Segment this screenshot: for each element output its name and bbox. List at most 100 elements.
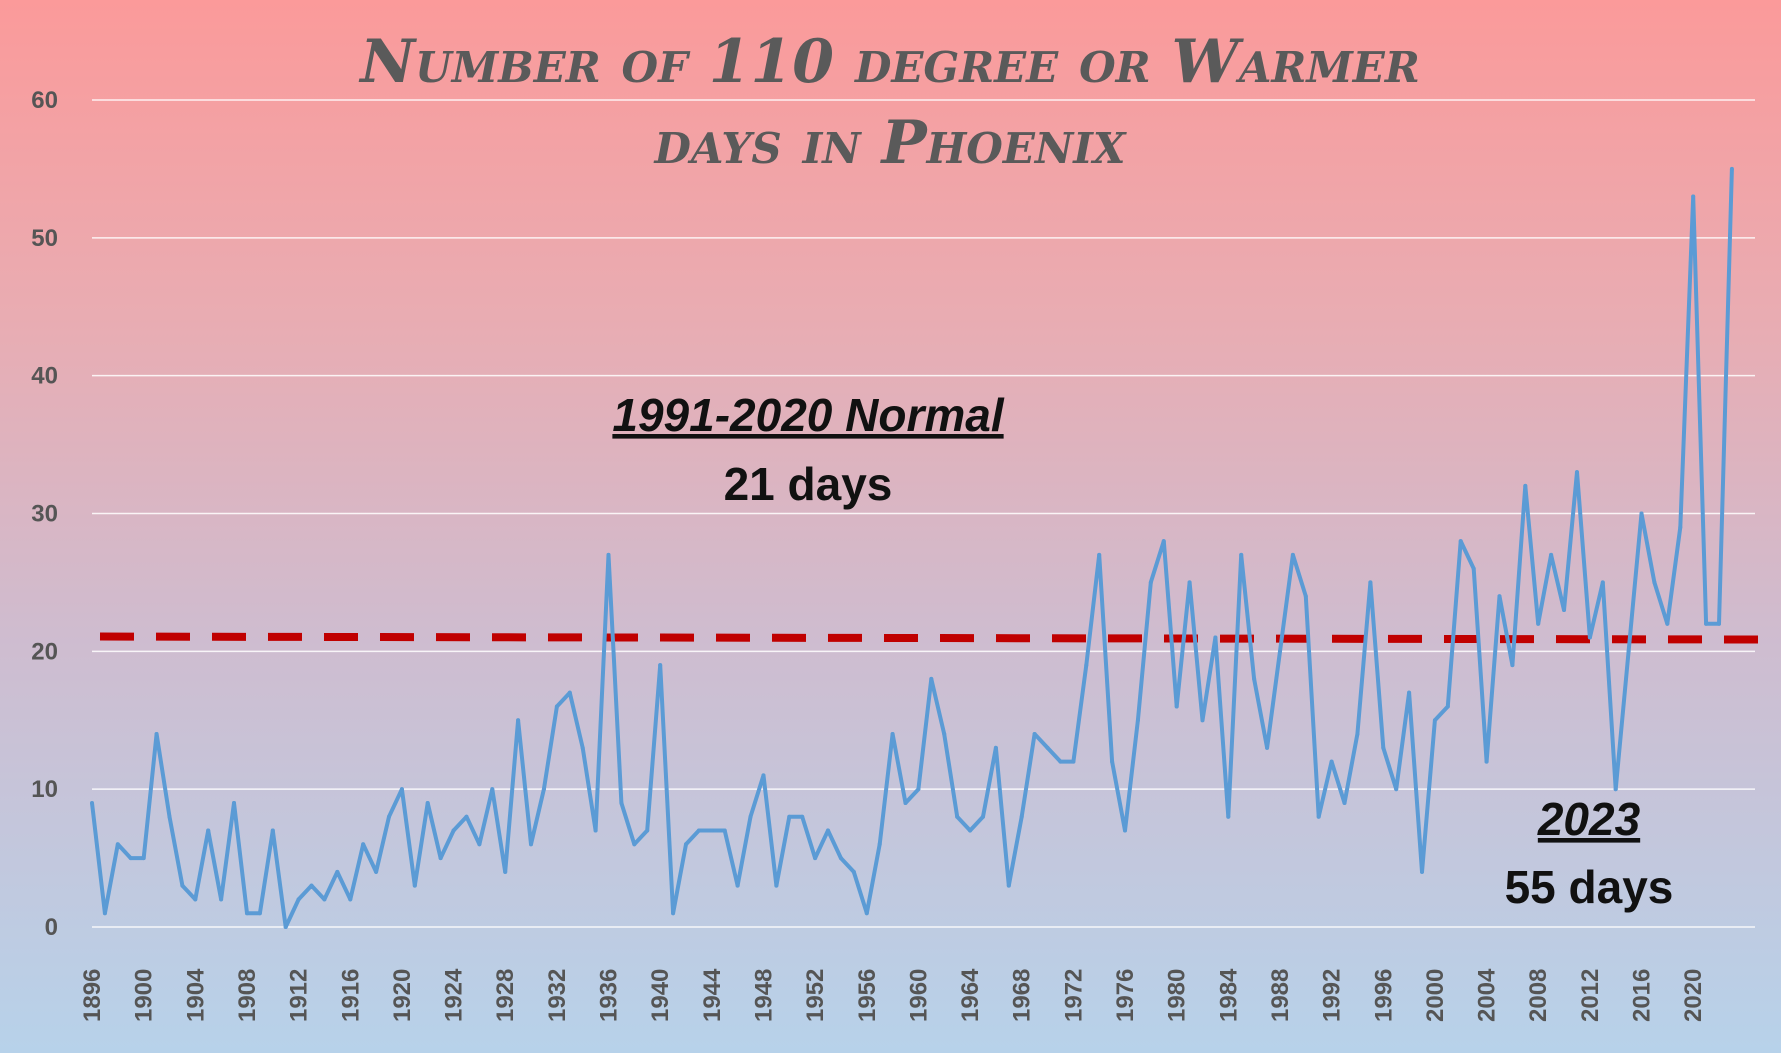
- data-point: [322, 897, 327, 902]
- data-point: [180, 883, 185, 888]
- x-tick-label: 1956: [854, 969, 881, 1022]
- x-tick-label: 1960: [905, 969, 932, 1022]
- data-point: [399, 787, 404, 792]
- data-point: [1252, 676, 1257, 681]
- x-tick-label: 2000: [1422, 969, 1449, 1022]
- x-tick-label: 1972: [1060, 969, 1087, 1022]
- data-point: [1355, 732, 1360, 737]
- data-point: [929, 676, 934, 681]
- data-point: [877, 842, 882, 847]
- data-point: [593, 828, 598, 833]
- data-point: [1510, 663, 1515, 668]
- data-point: [1135, 718, 1140, 723]
- data-point: [1226, 814, 1231, 819]
- data-point: [141, 856, 146, 861]
- data-point: [309, 883, 314, 888]
- x-tick-label: 1932: [544, 969, 571, 1022]
- recent-annotation-value: 55 days: [1505, 861, 1674, 913]
- reference-line-layer: [99, 632, 1769, 644]
- data-point: [1187, 580, 1192, 585]
- data-point: [838, 856, 843, 861]
- data-point: [683, 842, 688, 847]
- x-tick-label: 1936: [596, 969, 623, 1022]
- data-point: [1458, 539, 1463, 544]
- data-point: [826, 828, 831, 833]
- data-point: [167, 814, 172, 819]
- data-point: [1471, 566, 1476, 571]
- data-point: [296, 897, 301, 902]
- x-tick-label: 1948: [750, 969, 777, 1022]
- data-point: [154, 732, 159, 737]
- data-point: [128, 856, 133, 861]
- x-tick-label: 2016: [1629, 969, 1656, 1022]
- data-point: [348, 897, 353, 902]
- data-point: [1265, 745, 1270, 750]
- data-point: [374, 869, 379, 874]
- data-point: [1084, 663, 1089, 668]
- data-point: [645, 828, 650, 833]
- data-point: [1717, 621, 1721, 626]
- data-point: [851, 869, 856, 874]
- x-tick-label: 1896: [79, 969, 106, 1022]
- data-point: [1110, 759, 1115, 764]
- data-point: [503, 869, 508, 874]
- data-point: [1394, 787, 1399, 792]
- x-tick-label: 2004: [1474, 968, 1501, 1022]
- data-point: [1523, 483, 1528, 488]
- normal-reference-line: [99, 632, 1769, 644]
- data-point: [1019, 814, 1024, 819]
- data-point: [464, 814, 469, 819]
- data-point: [554, 704, 559, 709]
- data-point: [1691, 194, 1696, 199]
- x-tick-label: 1952: [802, 969, 829, 1022]
- data-point: [1420, 869, 1425, 874]
- y-tick-label: 20: [31, 638, 58, 665]
- data-point: [1071, 759, 1076, 764]
- data-point: [1303, 594, 1308, 599]
- data-point: [722, 828, 727, 833]
- data-point: [244, 911, 249, 916]
- data-point: [1652, 580, 1657, 585]
- data-point: [490, 787, 495, 792]
- data-point: [1613, 787, 1618, 792]
- data-point: [115, 842, 120, 847]
- x-tick-label: 1984: [1215, 968, 1242, 1022]
- y-tick-label: 30: [31, 501, 58, 528]
- x-tick-label: 1988: [1267, 969, 1294, 1022]
- data-point: [761, 773, 766, 778]
- data-point: [980, 814, 985, 819]
- data-point: [1368, 580, 1373, 585]
- data-point: [813, 856, 818, 861]
- y-tick-label: 50: [31, 225, 58, 252]
- data-point: [425, 800, 430, 805]
- data-point: [1407, 690, 1412, 695]
- x-tick-label: 1912: [286, 969, 313, 1022]
- data-point: [567, 690, 572, 695]
- y-tick-label: 40: [31, 363, 58, 390]
- x-tick-label: 1996: [1370, 969, 1397, 1022]
- data-point: [1497, 594, 1502, 599]
- data-point: [942, 732, 947, 737]
- data-point: [102, 911, 107, 916]
- normal-annotation-heading: 1991-2020 Normal: [612, 389, 1004, 441]
- x-tick-label: 2020: [1680, 969, 1707, 1022]
- x-tick-label: 1908: [234, 969, 261, 1022]
- data-point: [864, 911, 869, 916]
- series-layer: [90, 166, 1734, 929]
- data-point: [206, 828, 211, 833]
- x-tick-label: 1916: [337, 969, 364, 1022]
- data-point: [1626, 649, 1631, 654]
- chart-title-line1: Number of 110 degree or Warmer: [358, 27, 1419, 97]
- data-point: [1639, 511, 1644, 516]
- data-point: [335, 869, 340, 874]
- x-tick-label: 1944: [699, 968, 726, 1022]
- data-point: [787, 814, 792, 819]
- data-point: [541, 787, 546, 792]
- data-point: [219, 897, 224, 902]
- data-point: [1536, 621, 1541, 626]
- data-point: [477, 842, 482, 847]
- x-tick-label: 1992: [1319, 969, 1346, 1022]
- data-point: [1549, 552, 1554, 557]
